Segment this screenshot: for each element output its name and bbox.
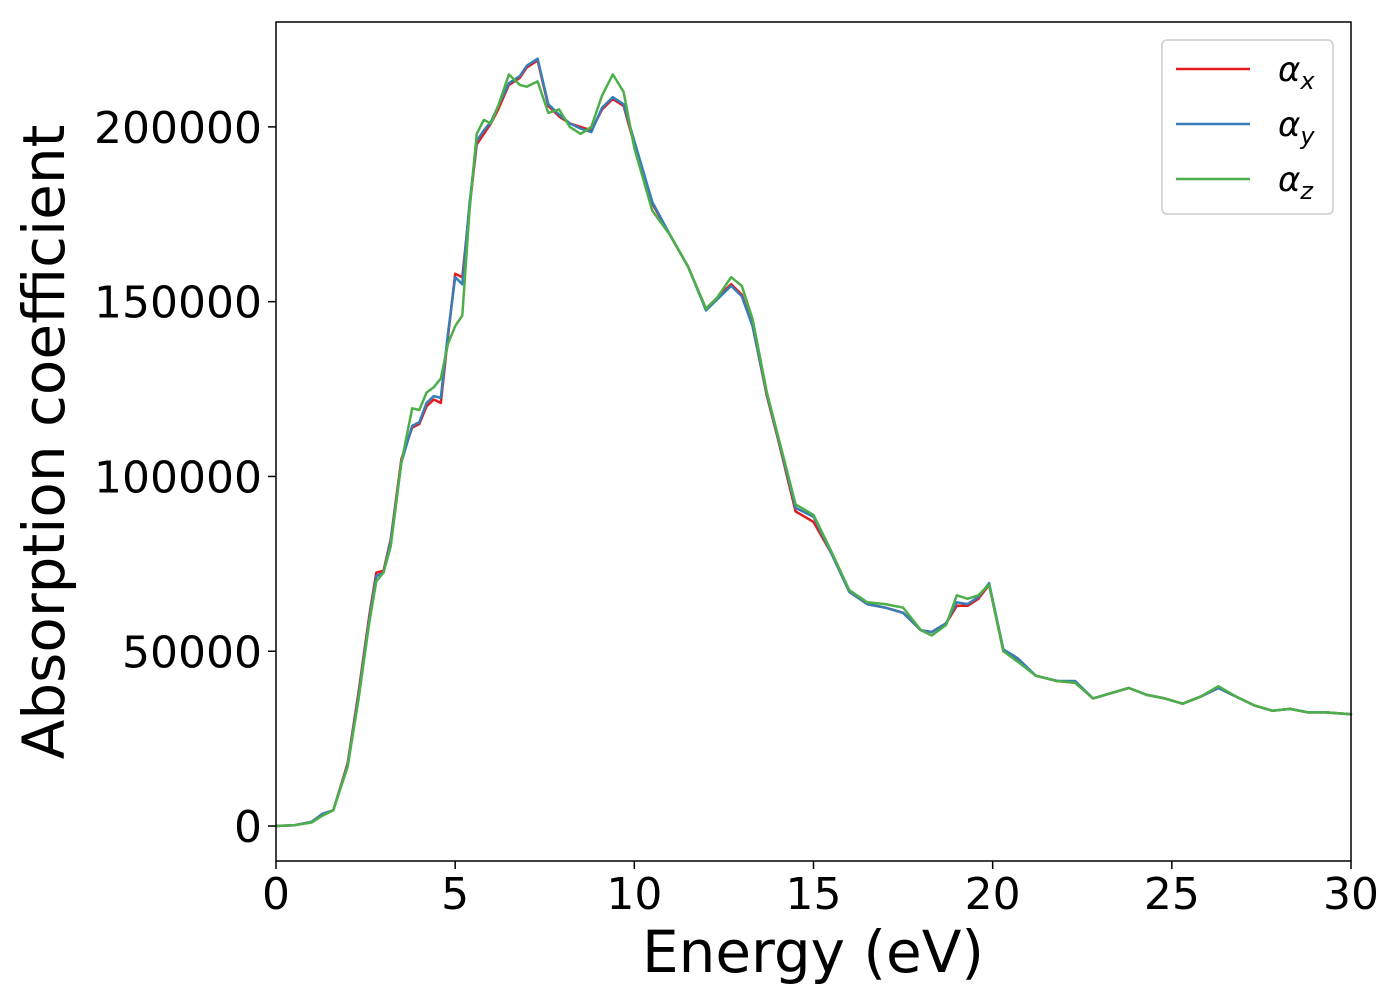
x-tick-label: 0 xyxy=(262,869,290,920)
y-tick-label: 200000 xyxy=(94,103,262,154)
legend-alpha: α xyxy=(1278,50,1300,90)
legend-label-x: αx xyxy=(1278,50,1315,95)
y-axis-ticks: 0 50000 100000 150000 200000 xyxy=(94,103,276,853)
y-tick-label: 100000 xyxy=(94,452,262,503)
legend-alpha: α xyxy=(1278,160,1300,200)
x-tick-label: 20 xyxy=(965,869,1021,920)
series-line-z xyxy=(274,73,1353,828)
x-axis-label: Energy (eV) xyxy=(642,918,984,986)
x-tick-label: 15 xyxy=(786,869,842,920)
y-tick-label: 0 xyxy=(234,802,262,853)
y-tick-label: 150000 xyxy=(94,278,262,329)
x-tick-label: 25 xyxy=(1144,869,1200,920)
legend-subscript: y xyxy=(1299,122,1315,150)
legend-label-z: αz xyxy=(1278,160,1314,205)
legend-subscript: x xyxy=(1299,67,1315,95)
y-axis-label: Absorption coefficient xyxy=(10,125,78,760)
legend-alpha: α xyxy=(1278,105,1300,145)
legend-box xyxy=(1161,39,1334,215)
legend-subscript: z xyxy=(1299,177,1314,205)
y-tick-label: 50000 xyxy=(122,627,262,678)
x-axis-ticks: 0 5 10 15 20 25 30 xyxy=(262,861,1379,920)
series-layer xyxy=(274,57,1353,828)
legend-label-y: αy xyxy=(1278,105,1315,150)
x-tick-label: 10 xyxy=(606,869,662,920)
x-tick-label: 5 xyxy=(441,869,469,920)
x-tick-label: 30 xyxy=(1323,869,1379,920)
